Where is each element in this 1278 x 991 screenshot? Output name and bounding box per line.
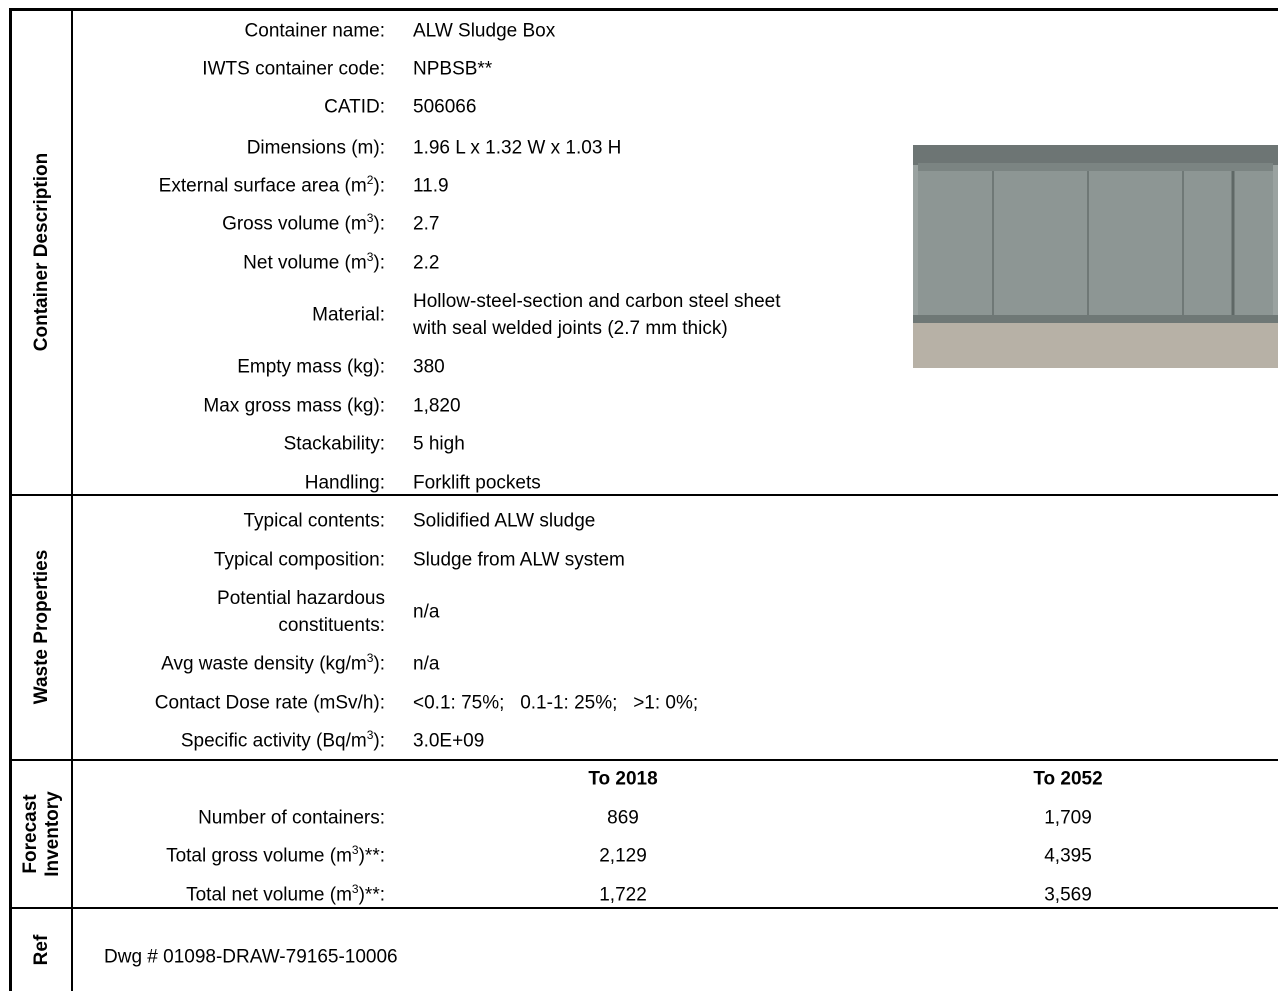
field-label: Specific activity (Bq/m3): [181, 728, 385, 755]
field-label: Max gross mass (kg): [203, 395, 385, 417]
field-label: Typical composition: [213, 549, 385, 571]
label-part: ): [373, 730, 385, 752]
field-value: 5 high [413, 433, 465, 455]
field-label: Contact Dose rate (mSv/h): [154, 692, 385, 714]
field-value: ALW Sludge Box [413, 20, 556, 42]
field-label: Avg waste density (kg/m3): [161, 651, 385, 678]
reference-text: Dwg # 01098-DRAW-79165-10006 [104, 946, 398, 968]
label-part: External surface area (m [158, 175, 367, 197]
field-value: Solidified ALW sludge [413, 510, 596, 532]
superscript: 3 [351, 882, 359, 897]
column-header: To 2018 [588, 768, 658, 790]
label-part: ): [373, 653, 385, 675]
field-label: Potential hazardous constituents: [217, 585, 385, 639]
field-label: CATID: [324, 96, 385, 118]
field-label: Container name: [244, 20, 385, 42]
field-value: n/a [413, 653, 440, 675]
field-label: IWTS container code: [202, 58, 385, 80]
label-part: Total gross volume (m [166, 845, 352, 867]
row-divider [9, 907, 1278, 909]
superscript: 2 [366, 173, 374, 188]
forecast-value: 2,129 [599, 845, 647, 867]
field-value: <0.1: 75%; 0.1-1: 25%; >1: 0%; [413, 692, 699, 714]
column-header: To 2052 [1033, 768, 1103, 790]
row-divider [9, 494, 1278, 496]
label-part: ): [373, 175, 385, 197]
field-label: Empty mass (kg): [237, 356, 385, 378]
field-label: Stackability: [283, 433, 385, 455]
field-value: NPBSB** [413, 58, 493, 80]
section-title: Container Description [31, 152, 52, 352]
field-value: n/a [413, 601, 440, 623]
forecast-value: 3,569 [1044, 884, 1092, 906]
field-value: Hollow-steel-section and carbon steel sh… [413, 288, 781, 342]
value-line: Hollow-steel-section and carbon steel sh… [413, 291, 781, 312]
container-photo [913, 145, 1278, 368]
left-border [9, 8, 12, 991]
forecast-value: 4,395 [1044, 845, 1092, 867]
field-value: Forklift pockets [413, 472, 541, 494]
label-part: Net volume (m [243, 252, 367, 274]
field-label: Material: [312, 304, 385, 326]
superscript: 3 [366, 211, 374, 226]
superscript: 3 [366, 250, 374, 265]
label-part: Total net volume (m [186, 884, 352, 906]
superscript: 3 [351, 843, 359, 858]
label-part: )**: [358, 845, 385, 867]
field-value: 1.96 L x 1.32 W x 1.03 H [413, 137, 622, 159]
forecast-value: 869 [607, 807, 639, 829]
field-label: Gross volume (m3): [222, 211, 385, 238]
forecast-value: 1,709 [1044, 807, 1092, 829]
field-value: 380 [413, 356, 445, 378]
forecast-value: 1,722 [599, 884, 647, 906]
field-value: Sludge from ALW system [413, 549, 625, 571]
superscript: 3 [366, 651, 374, 666]
section-title: Ref [31, 934, 52, 966]
field-label: Typical contents: [243, 510, 385, 532]
section-title: Forecast Inventory [20, 791, 64, 877]
label-line: Potential hazardous [217, 588, 385, 609]
label-part: Gross volume (m [222, 213, 367, 235]
field-label: Number of containers: [198, 807, 385, 829]
row-divider [9, 759, 1278, 761]
label-part: )**: [358, 884, 385, 906]
top-border [9, 8, 1278, 11]
title-line: Inventory [42, 791, 63, 877]
field-label: External surface area (m2): [159, 173, 385, 200]
label-line: constituents: [278, 615, 385, 636]
label-part: Specific activity (Bq/m [180, 730, 367, 752]
label-part: Avg waste density (kg/m [161, 653, 367, 675]
field-value: 506066 [413, 96, 477, 118]
field-label: Dimensions (m): [246, 137, 385, 159]
field-value: 11.9 [413, 175, 449, 197]
field-label: Total net volume (m3)**: [186, 882, 385, 909]
field-value: 3.0E+09 [413, 730, 485, 752]
field-label: Net volume (m3): [243, 250, 385, 277]
superscript: 3 [366, 728, 374, 743]
section-title: Waste Properties [31, 549, 52, 705]
label-part: ): [373, 252, 385, 274]
section-divider [71, 8, 73, 991]
label-part: ): [373, 213, 385, 235]
field-value: 2.7 [413, 213, 440, 235]
title-line: Forecast [20, 794, 41, 874]
field-label: Handling: [304, 472, 385, 494]
value-line: with seal welded joints (2.7 mm thick) [413, 318, 728, 339]
field-value: 1,820 [413, 395, 461, 417]
field-value: 2.2 [413, 252, 440, 274]
field-label: Total gross volume (m3)**: [166, 843, 385, 870]
